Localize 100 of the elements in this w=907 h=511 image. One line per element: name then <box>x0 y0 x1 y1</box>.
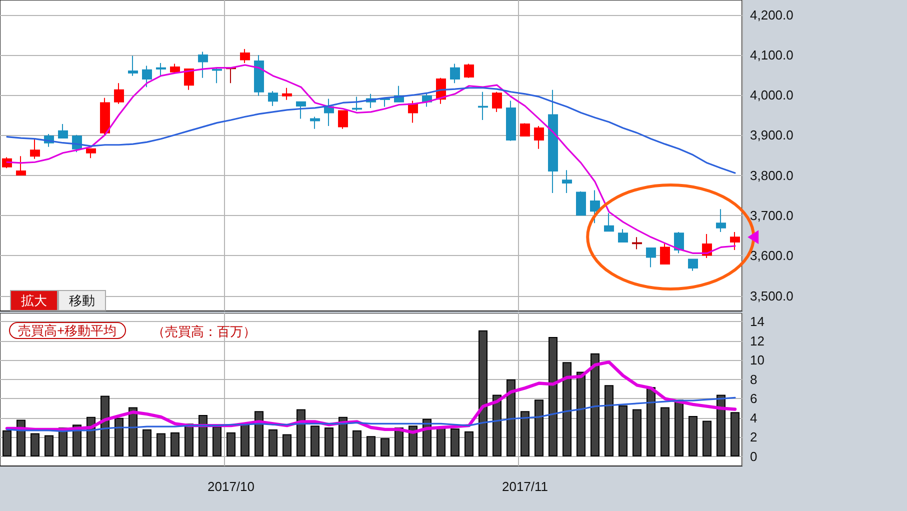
candlestick <box>100 97 110 137</box>
line-series <box>6 87 736 174</box>
bar <box>478 330 488 456</box>
candlestick <box>688 258 698 272</box>
candlestick <box>478 91 488 120</box>
y-tick-label: 3,900.0 <box>750 128 794 143</box>
candlestick <box>506 100 516 142</box>
candlestick <box>534 126 544 150</box>
y-tick-label: 3,700.0 <box>750 208 794 223</box>
candlestick <box>660 242 670 265</box>
bar <box>100 396 110 456</box>
candlestick <box>198 51 208 78</box>
bar <box>156 433 166 456</box>
y-tick-label: 0 <box>750 448 758 464</box>
candlestick <box>674 231 684 254</box>
bar <box>212 426 222 456</box>
bar <box>534 400 544 456</box>
bar <box>436 428 446 456</box>
bar <box>282 434 292 456</box>
candlestick <box>16 156 26 176</box>
bar <box>114 418 124 456</box>
bar <box>576 372 586 456</box>
bar <box>142 429 152 456</box>
bar <box>44 435 54 456</box>
candlestick <box>128 55 138 76</box>
bar <box>548 337 558 456</box>
bar <box>562 362 572 456</box>
candlestick <box>590 190 600 224</box>
bar <box>30 433 40 456</box>
bar <box>366 436 376 456</box>
bar <box>464 431 474 456</box>
y-tick-label: 4,100.0 <box>750 47 794 62</box>
bar <box>618 405 628 456</box>
button: 移動 <box>58 290 106 311</box>
bar <box>660 407 670 456</box>
line-series <box>6 64 736 254</box>
candlestick <box>58 124 68 139</box>
candlestick <box>562 170 572 194</box>
bar <box>702 420 712 456</box>
candlestick <box>464 63 474 78</box>
bar <box>520 411 530 456</box>
bar <box>492 394 502 456</box>
bar <box>226 432 236 456</box>
y-tick-label: 3,500.0 <box>750 288 794 304</box>
bar <box>310 426 320 456</box>
candlestick <box>716 208 726 232</box>
bar <box>184 424 194 456</box>
bar <box>450 428 460 456</box>
candlestick <box>296 101 306 120</box>
bar <box>268 429 278 456</box>
bar <box>590 353 600 456</box>
bar <box>646 387 656 456</box>
y-tick-label: 2 <box>750 430 758 445</box>
bar <box>296 409 306 456</box>
bar <box>198 415 208 456</box>
text: （売買高：百万） <box>152 324 256 339</box>
candlestick <box>184 68 194 90</box>
y-tick-label: 14 <box>750 314 764 330</box>
candlestick <box>520 122 530 137</box>
candlestick <box>730 231 740 251</box>
bar <box>338 416 348 456</box>
candlestick <box>548 89 558 194</box>
candlestick <box>268 90 278 106</box>
y-tick-label: 6 <box>750 391 758 406</box>
candlestick <box>156 62 166 76</box>
candlestick <box>338 110 348 130</box>
active-button: 拡大 <box>10 290 58 311</box>
candlestick <box>408 100 418 124</box>
candlestick <box>254 54 264 96</box>
bar <box>128 407 138 456</box>
y-tick-label: 12 <box>750 333 764 348</box>
bar <box>2 430 12 456</box>
bar <box>730 412 740 456</box>
x-tick-label: 2017/11 <box>502 479 548 494</box>
line-series <box>6 396 736 432</box>
bar <box>716 394 726 456</box>
y-tick-label: 10 <box>750 352 764 368</box>
y-tick-label: 8 <box>750 372 758 387</box>
bar <box>240 424 250 456</box>
candlestick <box>212 67 222 84</box>
candlestick <box>618 228 628 243</box>
candlestick <box>240 48 250 64</box>
bar <box>352 430 362 456</box>
bar <box>324 428 334 456</box>
candlestick <box>646 247 656 268</box>
candlestick <box>282 87 292 100</box>
y-tick-label: 4,000.0 <box>750 88 794 103</box>
candlestick <box>632 236 642 250</box>
bar <box>380 438 390 456</box>
y-tick-label: 4 <box>750 410 758 426</box>
y-tick-label: 3,600.0 <box>750 248 794 264</box>
candlestick <box>576 190 586 216</box>
bar <box>688 416 698 456</box>
candlestick <box>450 63 460 84</box>
candlestick <box>310 116 320 130</box>
x-tick-label: 2017/10 <box>208 479 254 494</box>
bar <box>674 400 684 456</box>
candlestick <box>86 148 96 159</box>
candlestick <box>170 63 180 74</box>
candlestick <box>114 82 124 104</box>
